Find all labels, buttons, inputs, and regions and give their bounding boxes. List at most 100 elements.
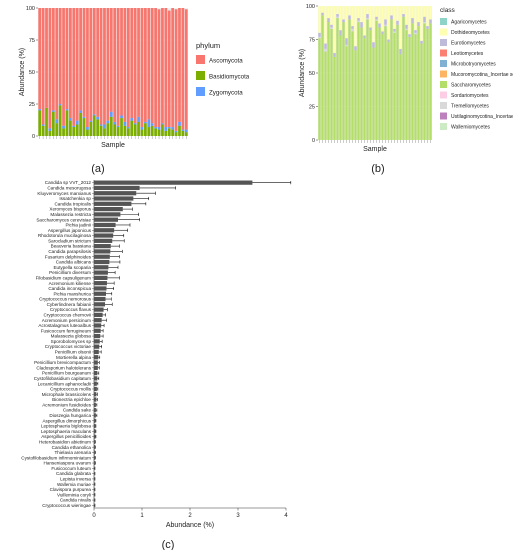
bar-segment (351, 6, 354, 27)
legend-label: Agaricomycetes (451, 20, 487, 26)
bar-segment (369, 30, 372, 140)
category-label: Candida albicans (56, 260, 92, 265)
bar (94, 423, 96, 429)
bar-segment (184, 9, 188, 130)
bar (94, 370, 98, 376)
bar (94, 418, 96, 423)
bar-segment (137, 116, 140, 122)
bar (94, 291, 106, 296)
category-label: Dioszegia hungarica (49, 413, 91, 418)
category-label: Heterobasidion abietinum (39, 439, 91, 444)
bar-segment (420, 40, 423, 44)
y-tick-label: 100 (26, 6, 35, 12)
bar-segment (41, 124, 45, 126)
bar-segment (354, 46, 357, 51)
bar-segment (164, 127, 168, 131)
bar-segment (86, 129, 89, 136)
bar-segment (72, 125, 76, 128)
category-label: Malassezia globosa (51, 334, 92, 339)
bar-segment (372, 42, 375, 48)
category-label: Microphale brassicolens (42, 392, 92, 397)
bar-segment (99, 8, 103, 125)
bar-segment (411, 23, 414, 141)
x-tick-label: 4 (284, 513, 288, 519)
category-label: Lepista inversa (60, 477, 91, 482)
bar-segment (126, 127, 130, 129)
bar-segment (113, 121, 117, 125)
bar-segment (426, 6, 429, 27)
y-tick-label: 100 (306, 4, 315, 10)
legend-label: Dothideomycetes (451, 30, 490, 36)
bar (94, 180, 253, 185)
legend-swatch (440, 39, 447, 46)
bar-segment (144, 121, 147, 124)
bar-segment (348, 15, 351, 20)
bar-segment (339, 30, 342, 36)
bar-segment (387, 39, 390, 43)
bar-segment (375, 19, 378, 21)
category-label: Vuilleminia coryli (57, 492, 91, 497)
bar (94, 434, 96, 439)
bar-segment (147, 119, 151, 128)
bar-segment (399, 48, 402, 55)
bar-segment (357, 22, 360, 140)
category-label: Candida mesorugosa (47, 186, 91, 191)
bar-segment (92, 115, 96, 136)
bar-segment (89, 120, 93, 122)
bar (94, 254, 110, 259)
bar-segment (339, 35, 342, 141)
bar-segment (363, 6, 366, 36)
legend-label: Basidiomycota (209, 74, 250, 81)
bar-segment (408, 34, 411, 37)
bar-segment (396, 24, 399, 140)
category-label: Fusarium delphinoides (45, 254, 92, 259)
bar-segment (89, 121, 93, 136)
bar-segment (366, 6, 369, 15)
bar (94, 365, 98, 370)
category-label: Beauveria bassiana (51, 244, 92, 249)
category-label: Hanseniaspora uvarum (44, 461, 92, 466)
bar-segment (429, 23, 432, 141)
legend-label: Eurotiomycetes (451, 41, 486, 47)
bar-segment (384, 6, 387, 20)
bar-segment (184, 129, 188, 133)
bar (94, 201, 132, 206)
bar-segment (144, 8, 147, 122)
bar-segment (62, 8, 65, 126)
category-label: Leptosphaeria maculans (41, 429, 92, 434)
bar-segment (429, 19, 432, 24)
bar-segment (109, 111, 113, 117)
legend-label: Mucoromycotina_Incertae sedis (451, 72, 513, 78)
bar-segment (429, 6, 432, 20)
bar-segment (336, 14, 339, 17)
bar-segment (72, 127, 76, 136)
bar-segment (399, 6, 402, 49)
bar-segment (390, 15, 393, 20)
y-tick-label: 0 (312, 138, 315, 144)
bar (94, 259, 110, 265)
legend-swatch (440, 70, 447, 78)
bar (94, 376, 98, 381)
bar-segment (423, 6, 426, 17)
bar-segment (354, 50, 357, 140)
bar-segment (324, 48, 327, 52)
legend-label: Ascomycota (209, 58, 243, 65)
bar-segment (58, 104, 62, 106)
bar-segment (157, 127, 161, 130)
bar-segment (408, 36, 411, 140)
bar (94, 355, 99, 360)
category-label: Aspergillus penicillioides (41, 434, 91, 439)
bar-segment (38, 110, 42, 136)
y-axis-label: Abundance (%) (19, 48, 26, 96)
bar-segment (99, 125, 103, 136)
legend-label: Wallemiomycetes (451, 125, 490, 131)
category-label: Acremonium persicinum (42, 318, 91, 323)
legend-label: Zygomycota (209, 90, 243, 97)
category-label: Cladosporium halotolerans (36, 365, 91, 370)
bar-segment (58, 8, 62, 104)
bar-segment (181, 8, 185, 130)
bar-segment (147, 127, 151, 136)
bar-segment (396, 20, 399, 25)
bar-segment (423, 23, 426, 141)
bar-segment (375, 16, 378, 20)
